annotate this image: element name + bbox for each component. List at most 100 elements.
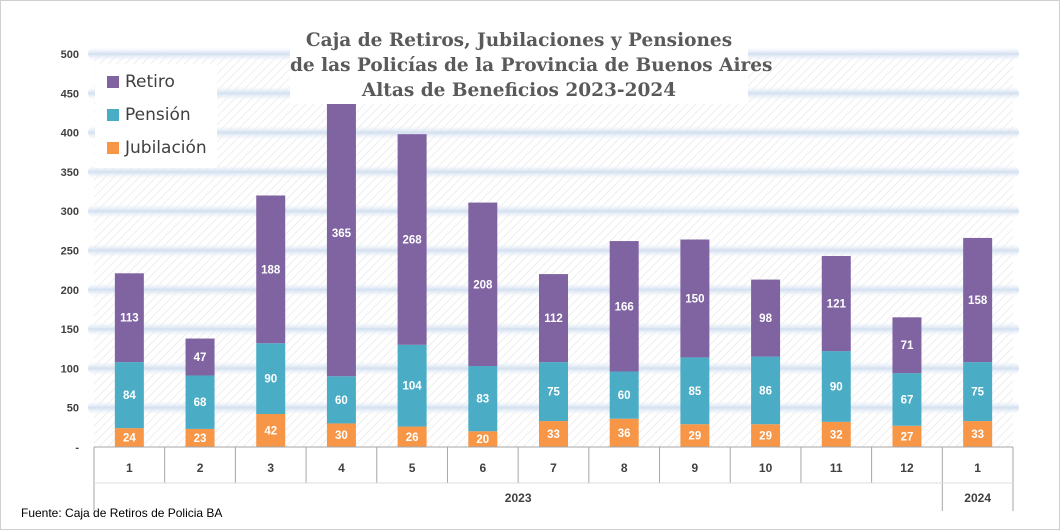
year-group-label: 2023 [505,491,532,505]
x-tick-label: 10 [759,461,773,475]
data-label-pension: 75 [971,387,984,399]
gridline-400 [88,125,1019,140]
x-tick-label: 5 [409,461,416,475]
bar-jubilacion-11 [821,421,851,447]
data-label-retiro: 98 [759,313,772,325]
x-tick-label: 4 [338,461,345,475]
bar-jubilacion-5 [397,426,427,447]
legend-item-retiro: Retiro [107,70,175,94]
bar-retiro-3 [256,195,286,344]
bar-pension-7 [539,362,568,422]
x-tick-label: 1 [974,461,981,475]
data-label-jubilacion: 26 [406,432,419,444]
bar-retiro-2 [185,338,215,376]
bar-retiro-11 [821,256,851,352]
bar-pension-5 [397,344,427,427]
data-label-pension: 60 [618,390,631,402]
bar-pension-8 [609,371,639,419]
chart-title-line-3: Altas de Beneficios 2023-2024 [361,80,677,101]
x-tick-label: 1 [126,461,133,475]
gridline-250 [88,243,1019,258]
data-label-retiro: 166 [615,301,634,313]
chart-title-line-2: de las Policías de la Provincia de Bueno… [290,55,773,76]
bar-jubilacion-3 [256,413,286,447]
bar-jubilacion-12 [892,425,922,447]
bar-retiro-8 [609,241,639,372]
data-label-jubilacion: 29 [688,431,701,443]
bar-retiro-5 [397,134,427,345]
data-label-retiro: 112 [544,313,563,325]
y-tick-label: 100 [61,363,79,375]
y-tick-label: 500 [61,49,79,61]
bar-jubilacion-9 [680,424,710,447]
data-label-pension: 90 [830,381,843,393]
bar-retiro-1 [114,273,144,363]
legend-item-pension: Pensión [107,103,191,127]
x-tick-label: 11 [830,461,843,475]
y-tick-label: 300 [61,206,79,218]
data-label-pension: 85 [688,386,701,398]
y-tick-label: - [75,442,79,454]
bar-pension-4 [326,376,356,424]
data-label-retiro: 121 [827,299,847,311]
legend-label-pension: Pensión [125,105,191,125]
bar-pension-13 [963,362,993,422]
bar-retiro-13 [963,237,993,363]
bar-pension-11 [821,351,851,422]
data-label-pension: 68 [194,397,207,409]
data-label-jubilacion: 33 [547,429,560,441]
bar-jubilacion-4 [326,423,356,447]
bar-pension-12 [892,373,922,426]
data-label-pension: 60 [335,395,348,407]
y-tick-label: 450 [61,88,79,100]
data-label-pension: 104 [403,381,423,393]
data-label-jubilacion: 33 [971,429,984,441]
data-label-retiro: 268 [403,234,423,246]
x-tick-label: 9 [692,461,699,475]
y-tick-label: 250 [61,246,79,258]
source-note: Fuente: Caja de Retiros de Policia BA [21,506,223,520]
chart-legend: Retiro Pensión Jubilación [95,64,217,168]
data-label-jubilacion: 36 [618,428,631,440]
bar-jubilacion-6 [468,431,498,447]
legend-label-retiro: Retiro [125,72,175,92]
data-label-pension: 84 [123,390,136,402]
x-tick-label: 6 [479,461,486,475]
data-label-pension: 67 [901,394,914,406]
y-tick-label: 350 [61,167,79,179]
bar-jubilacion-8 [609,418,639,447]
bar-pension-2 [185,375,215,429]
data-label-jubilacion: 27 [901,431,914,443]
data-label-jubilacion: 23 [194,433,207,445]
x-tick-label: 7 [550,461,557,475]
data-label-retiro: 208 [473,279,493,291]
x-tick-label: 12 [900,461,914,475]
data-label-pension: 75 [547,387,560,399]
data-label-jubilacion: 29 [759,431,772,443]
bar-jubilacion-10 [751,424,781,447]
legend-swatch-jubilacion [107,142,119,154]
data-label-retiro: 47 [194,352,207,364]
bar-pension-9 [680,357,710,425]
y-tick-label: 50 [67,403,79,415]
y-tick-label: 150 [61,324,79,336]
y-tick-label: 400 [61,128,79,140]
data-label-retiro: 150 [685,293,704,305]
bar-pension-6 [468,366,498,432]
data-label-pension: 83 [476,394,489,406]
bar-pension-10 [751,356,781,425]
data-label-retiro: 188 [261,264,281,276]
data-label-jubilacion: 32 [830,429,843,441]
bar-jubilacion-13 [963,421,993,447]
data-label-retiro: 365 [332,228,352,240]
data-label-retiro: 71 [901,340,914,352]
chart-title-line-1: Caja de Retiros, Jubilaciones y Pensione… [305,30,733,51]
year-group-label: 2024 [964,491,991,505]
data-label-jubilacion: 42 [264,425,277,437]
x-tick-label: 8 [621,461,628,475]
data-label-retiro: 113 [120,313,139,325]
bar-jubilacion-1 [114,428,144,447]
bar-retiro-10 [751,279,781,357]
data-label-retiro: 158 [968,295,988,307]
